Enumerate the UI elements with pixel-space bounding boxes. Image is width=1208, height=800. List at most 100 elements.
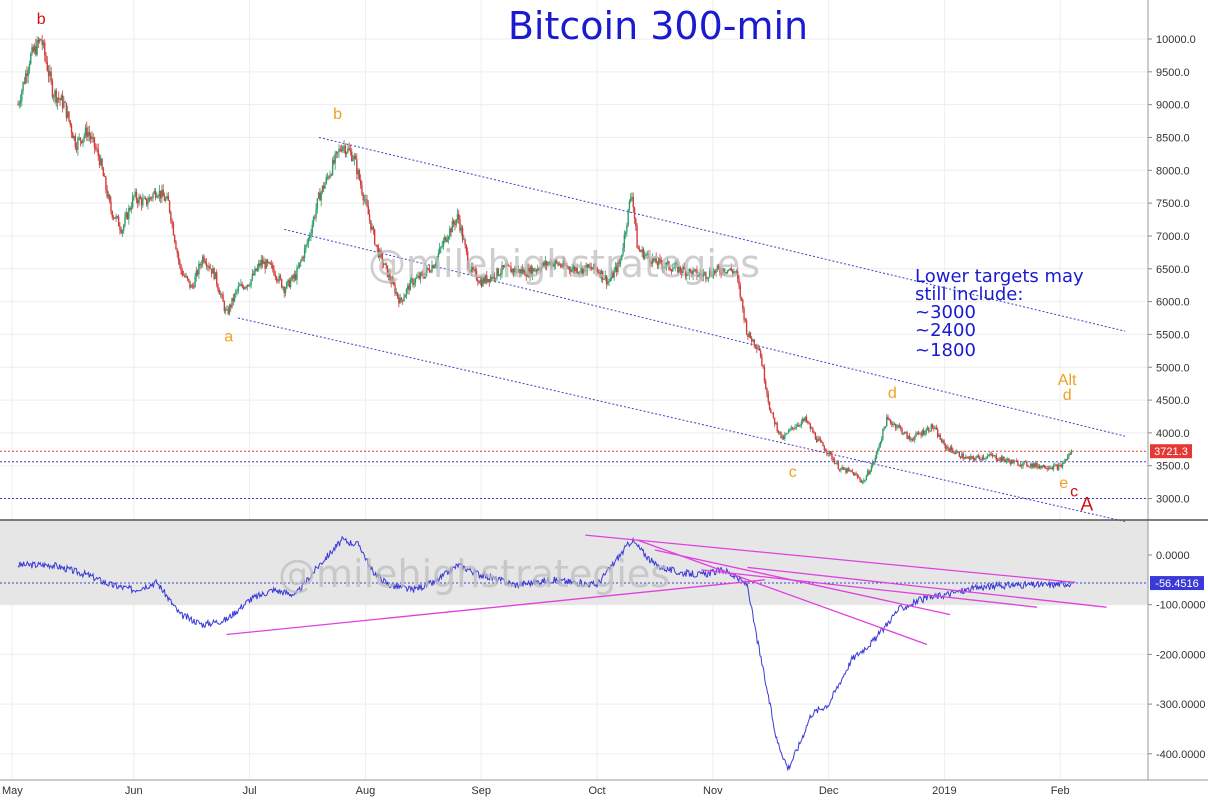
indicator-trendlines (226, 534, 1107, 646)
candle-body (27, 69, 29, 77)
candle-body (888, 419, 890, 421)
candle-body (138, 196, 140, 204)
candle-body (289, 280, 292, 288)
candle-body (850, 470, 852, 472)
candle-body (59, 98, 61, 101)
candle-body (343, 145, 345, 147)
candle-body (302, 257, 305, 259)
candle-body (384, 263, 386, 265)
candle-body (312, 217, 315, 225)
candle-body (75, 147, 78, 150)
candle-body (545, 261, 548, 266)
candle-body (503, 265, 506, 268)
candle-body (675, 263, 678, 265)
candle-body (42, 42, 45, 46)
candle-body (595, 268, 598, 270)
candle-body (858, 476, 860, 478)
candle-body (231, 297, 233, 308)
candle-body (123, 225, 125, 231)
candle-body (422, 273, 424, 277)
candle-body (240, 284, 242, 286)
candle-body (917, 432, 920, 435)
candle-body (911, 438, 913, 441)
candle-body (973, 458, 976, 461)
candle-body (874, 457, 876, 462)
candle-body (1027, 465, 1029, 467)
candle-body (194, 276, 196, 288)
candle-body (210, 268, 213, 274)
candle-body (349, 150, 352, 152)
candle-body (959, 456, 962, 458)
candle-body (815, 438, 818, 442)
candle-body (354, 155, 357, 160)
candle-body (145, 198, 148, 205)
candle-body (658, 258, 660, 266)
candle-body (288, 279, 291, 288)
candle-body (587, 264, 590, 268)
candle-body (140, 198, 143, 206)
x-tick-label: Oct (588, 785, 605, 797)
candle-body (204, 261, 206, 264)
candle-body (734, 271, 736, 273)
candle-body (237, 285, 240, 290)
candle-body (185, 276, 187, 278)
candle-body (55, 90, 57, 103)
watermark-top: @milehighstrategies (368, 242, 760, 286)
candle-body (380, 250, 382, 254)
candle-body (451, 221, 454, 233)
candle-body (119, 226, 121, 230)
candle-body (121, 230, 124, 233)
candle-body (603, 279, 605, 280)
candle-body (661, 264, 664, 269)
candle-body (735, 271, 738, 273)
candle-body (548, 261, 550, 264)
candle-body (37, 39, 40, 43)
candle-body (377, 247, 380, 258)
price-tag-label: 3721.3 (1154, 446, 1188, 458)
candle-body (284, 288, 287, 294)
candle-body (598, 271, 600, 273)
candle-body (463, 239, 465, 241)
candle-body (500, 273, 502, 276)
candle-body (931, 424, 934, 428)
candle-body (893, 423, 896, 425)
candle-body (762, 365, 764, 368)
candle-body (247, 284, 250, 286)
candle-body (489, 276, 492, 282)
candle-body (252, 273, 255, 275)
candle-body (526, 268, 529, 277)
candle-body (796, 425, 799, 427)
x-tick-label: 2019 (932, 785, 956, 797)
candle-body (805, 416, 808, 422)
candle-body (926, 427, 929, 430)
candle-body (599, 272, 601, 278)
candle-body (664, 266, 666, 268)
candle-body (824, 449, 827, 452)
candle-body (566, 265, 568, 268)
candle-body (18, 103, 20, 105)
candle-body (359, 179, 362, 186)
candle-body (1069, 453, 1071, 455)
candle-body (1036, 463, 1038, 468)
candle-body (670, 269, 673, 272)
candle-body (972, 456, 975, 459)
candle-body (1005, 460, 1008, 462)
candle-body (627, 209, 629, 226)
candle-body (903, 431, 906, 434)
candle-body (170, 212, 172, 222)
candle-body (196, 270, 199, 275)
wave-label: b (37, 11, 46, 28)
candle-body (328, 176, 330, 178)
candle-body (306, 243, 308, 246)
candle-body (672, 268, 674, 272)
candle-body (719, 268, 721, 273)
candle-body (454, 223, 456, 226)
candle-body (35, 46, 37, 55)
candle-body (134, 191, 136, 196)
candle-body (930, 424, 933, 432)
candle-body (990, 453, 992, 455)
candle-body (994, 455, 996, 457)
candle-body (841, 467, 843, 469)
